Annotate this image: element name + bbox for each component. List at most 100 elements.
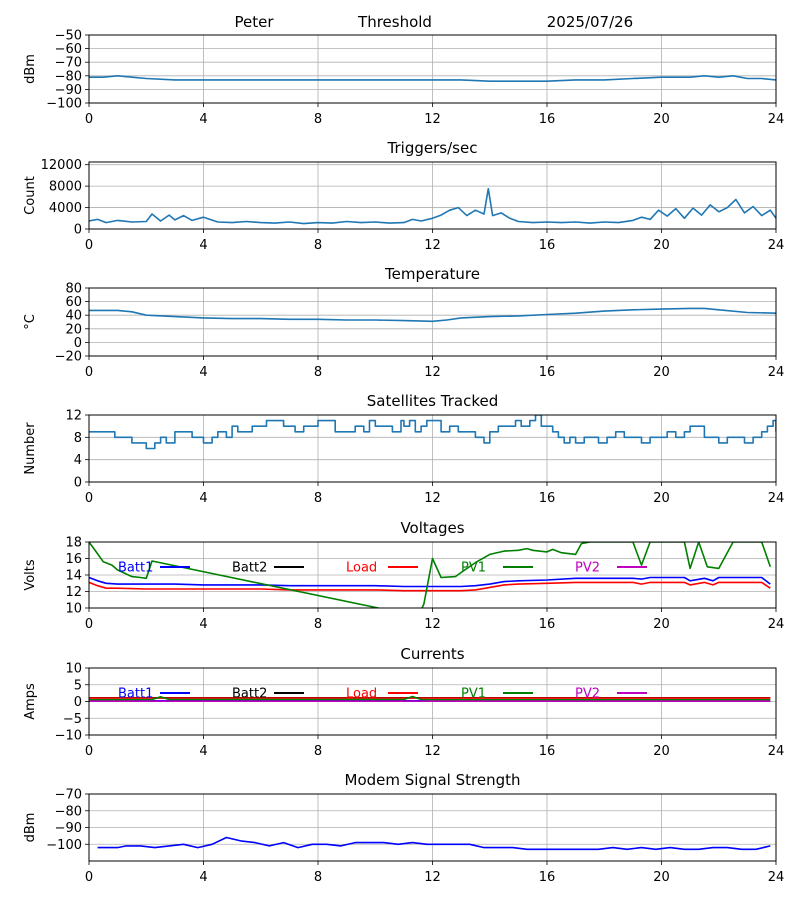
x-tick-label: 24 <box>768 238 785 253</box>
y-tick-label: 12 <box>65 585 82 600</box>
y-axis-label: dBm <box>23 54 38 84</box>
legend-label-pv1: PV1 <box>461 561 486 576</box>
series-line-pv1 <box>89 695 771 701</box>
y-tick-label: −60 <box>55 42 82 57</box>
x-tick-label: 4 <box>199 744 207 759</box>
x-tick-label: 4 <box>199 238 207 253</box>
y-tick-label: −5 <box>63 712 82 727</box>
y-axis-label: °C <box>23 314 38 330</box>
x-tick-label: 0 <box>85 870 93 885</box>
panel-title: Modem Signal Strength <box>345 771 521 789</box>
x-tick-label: 8 <box>314 870 322 885</box>
y-axis-label: dBm <box>23 813 38 843</box>
legend-label-pv1: PV1 <box>461 687 486 702</box>
x-tick-label: 8 <box>314 238 322 253</box>
x-tick-label: 16 <box>539 870 556 885</box>
y-tick-label: 4000 <box>49 201 82 216</box>
x-tick-label: 16 <box>539 491 556 506</box>
x-tick-label: 0 <box>85 365 93 380</box>
y-tick-label: 18 <box>65 536 82 551</box>
y-tick-label: −100 <box>46 97 82 112</box>
y-tick-label: 0 <box>74 223 82 238</box>
y-tick-label: 0 <box>74 476 82 491</box>
y-tick-label: 12000 <box>41 158 82 173</box>
legend-label-batt2: Batt2 <box>232 561 267 576</box>
panel-title: Currents <box>400 645 464 663</box>
x-tick-label: 0 <box>85 617 93 632</box>
y-tick-label: 4 <box>74 453 82 468</box>
y-tick-label: 20 <box>65 322 82 337</box>
x-tick-label: 20 <box>653 365 670 380</box>
legend-label-load: Load <box>346 561 377 576</box>
x-tick-label: 12 <box>424 491 441 506</box>
legend-label-batt1: Batt1 <box>118 561 153 576</box>
series-line-data <box>89 188 776 225</box>
legend-label-pv2: PV2 <box>575 687 600 702</box>
x-tick-label: 0 <box>85 744 93 759</box>
y-tick-label: 10 <box>65 662 82 677</box>
panel-title: Voltages <box>400 519 464 537</box>
x-tick-label: 0 <box>85 238 93 253</box>
series-line-data <box>89 75 776 82</box>
legend-label-batt1: Batt1 <box>118 687 153 702</box>
y-tick-label: 8 <box>74 431 82 446</box>
header-date: 2025/07/26 <box>547 13 633 31</box>
x-tick-label: 20 <box>653 491 670 506</box>
x-tick-label: 24 <box>768 491 785 506</box>
y-tick-label: −90 <box>55 821 82 836</box>
series-line-load <box>89 581 771 592</box>
y-tick-label: 60 <box>65 295 82 310</box>
series-line-data <box>89 307 776 323</box>
x-tick-label: 20 <box>653 238 670 253</box>
x-tick-label: 0 <box>85 112 93 127</box>
panel-title: Satellites Tracked <box>367 392 498 410</box>
x-tick-label: 20 <box>653 617 670 632</box>
x-tick-label: 4 <box>199 365 207 380</box>
series-line-pv1 <box>89 542 772 608</box>
y-tick-label: −100 <box>46 838 82 853</box>
x-tick-label: 12 <box>424 238 441 253</box>
y-tick-label: −80 <box>55 69 82 84</box>
panel-title: Triggers/sec <box>387 139 478 157</box>
panel-title: Temperature <box>384 265 480 283</box>
panel-3: 0 4 8 12 16 20 24 0 4 8 12 Satellites Tracked Number <box>23 392 784 506</box>
x-tick-label: 4 <box>199 617 207 632</box>
x-tick-label: 20 <box>653 112 670 127</box>
y-axis-label: Number <box>23 422 38 475</box>
x-tick-label: 8 <box>314 365 322 380</box>
y-axis-label: Count <box>23 176 38 215</box>
y-tick-label: 0 <box>74 695 82 710</box>
x-tick-label: 16 <box>539 238 556 253</box>
y-tick-label: −50 <box>55 29 82 44</box>
y-tick-label: −10 <box>55 729 82 744</box>
x-tick-label: 12 <box>424 744 441 759</box>
x-tick-label: 8 <box>314 491 322 506</box>
y-tick-label: 16 <box>65 552 82 567</box>
header-station: Peter <box>234 13 274 31</box>
x-tick-label: 16 <box>539 617 556 632</box>
header-label: Threshold <box>357 13 432 31</box>
series-line-data <box>89 415 776 450</box>
y-tick-label: 5 <box>74 678 82 693</box>
x-tick-label: 16 <box>539 365 556 380</box>
x-tick-label: 24 <box>768 365 785 380</box>
x-tick-label: 16 <box>539 112 556 127</box>
legend-label-batt2: Batt2 <box>232 687 267 702</box>
x-tick-label: 4 <box>199 870 207 885</box>
y-tick-label: 12 <box>65 409 82 424</box>
y-tick-label: −70 <box>55 56 82 71</box>
y-tick-label: 40 <box>65 309 82 324</box>
series-line-batt1 <box>89 576 771 588</box>
x-tick-label: 12 <box>424 617 441 632</box>
legend-label-load: Load <box>346 687 377 702</box>
y-tick-label: −20 <box>55 350 82 365</box>
x-tick-label: 4 <box>199 112 207 127</box>
x-tick-label: 20 <box>653 744 670 759</box>
x-tick-label: 8 <box>314 744 322 759</box>
x-tick-label: 12 <box>424 870 441 885</box>
x-tick-label: 12 <box>424 112 441 127</box>
y-axis-label: Amps <box>23 683 38 720</box>
